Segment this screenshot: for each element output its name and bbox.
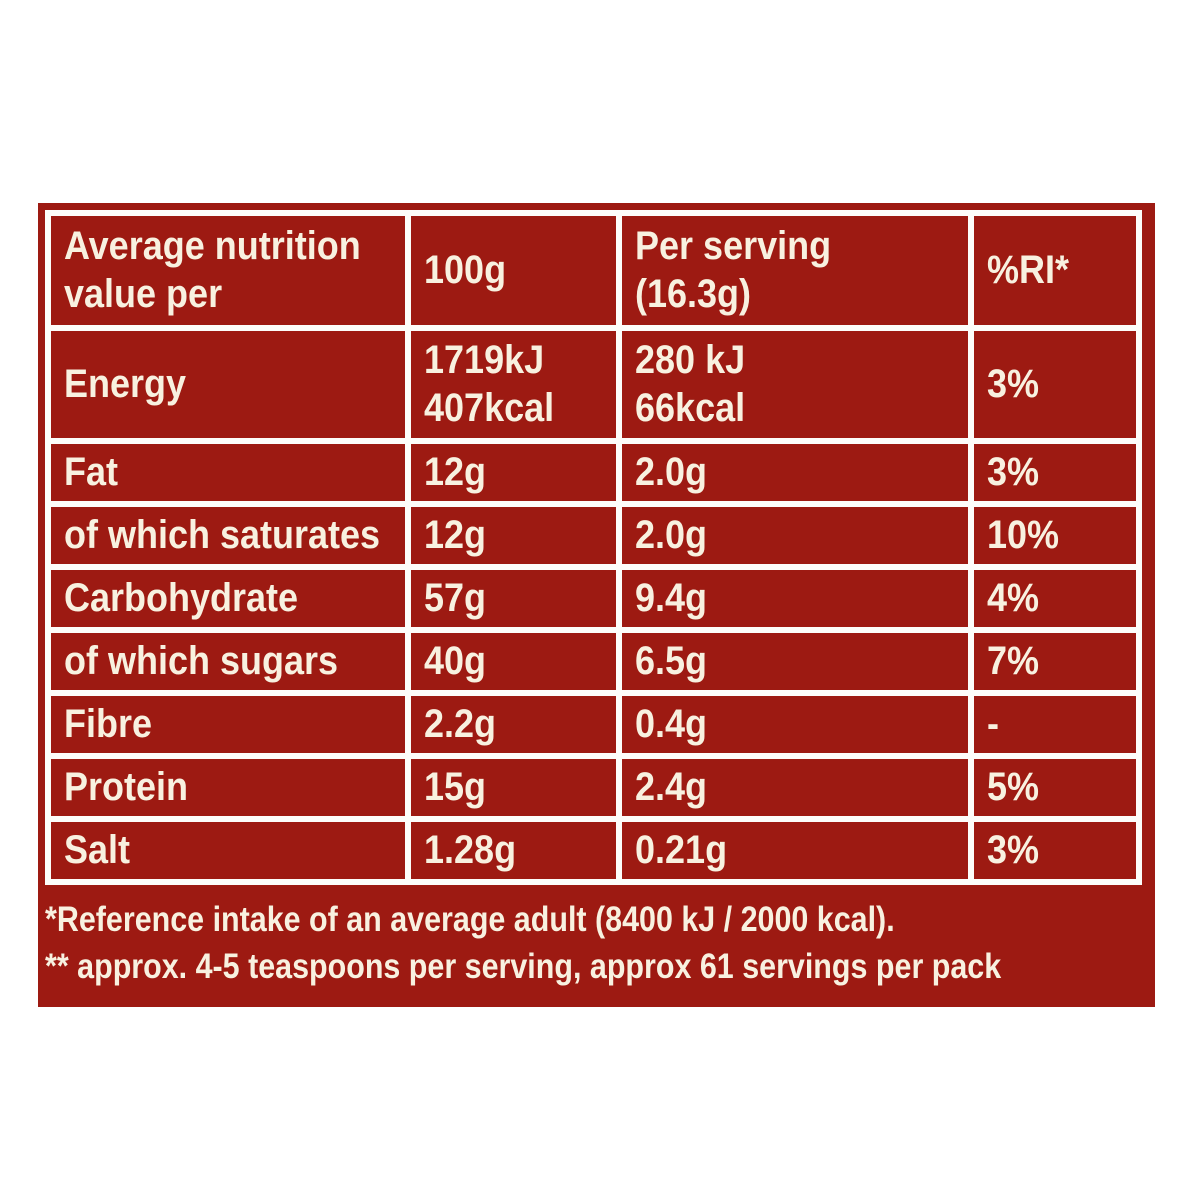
value-100g-cell: 12g	[411, 507, 616, 564]
value-ri: 4%	[987, 575, 1040, 620]
value-100g: 1719kJ 407kcal	[424, 338, 555, 430]
nutrient-label: of which saturates	[64, 512, 381, 557]
value-100g-cell: 1.28g	[411, 822, 616, 879]
value-serving-cell: 6.5g	[622, 633, 968, 690]
value-serving-cell: 2.0g	[622, 444, 968, 501]
value-100g: 57g	[424, 575, 487, 620]
nutrient-label: of which sugars	[64, 638, 339, 683]
header-average-nutrition-cell: Average nutrition value per	[51, 216, 405, 325]
value-serving-cell: 9.4g	[622, 570, 968, 627]
value-ri-cell: 3%	[974, 331, 1136, 438]
value-100g-cell: 1719kJ 407kcal	[411, 331, 616, 438]
value-ri-cell: 4%	[974, 570, 1136, 627]
nutrient-label-cell: of which sugars	[51, 633, 405, 690]
header-per-serving-cell: Per serving (16.3g)	[622, 216, 968, 325]
header-ri-label: %RI*	[987, 247, 1070, 292]
nutrient-label-cell: Fibre	[51, 696, 405, 753]
value-ri: 3%	[987, 827, 1040, 872]
value-100g: 15g	[424, 764, 487, 809]
value-serving-cell: 2.4g	[622, 759, 968, 816]
nutrient-label-cell: Carbohydrate	[51, 570, 405, 627]
nutrition-label-panel: Average nutrition value per 100g Per ser…	[38, 203, 1155, 1007]
value-serving: 6.5g	[635, 638, 708, 683]
footnote-servings-per-pack: ** approx. 4-5 teaspoons per serving, ap…	[45, 946, 1002, 986]
value-serving-cell: 0.4g	[622, 696, 968, 753]
nutrient-label: Carbohydrate	[64, 575, 299, 620]
value-serving: 0.21g	[635, 827, 728, 872]
value-100g: 12g	[424, 512, 487, 557]
nutrient-label-cell: Protein	[51, 759, 405, 816]
value-100g-cell: 2.2g	[411, 696, 616, 753]
nutrient-label: Fibre	[64, 701, 153, 746]
nutrient-label-cell: of which saturates	[51, 507, 405, 564]
value-100g-cell: 40g	[411, 633, 616, 690]
value-100g-cell: 15g	[411, 759, 616, 816]
footnotes: *Reference intake of an average adult (8…	[45, 897, 1142, 991]
value-ri: -	[987, 701, 999, 746]
value-ri-cell: 7%	[974, 633, 1136, 690]
value-serving: 9.4g	[635, 575, 708, 620]
value-100g-cell: 57g	[411, 570, 616, 627]
value-ri: 7%	[987, 638, 1040, 683]
value-serving: 280 kJ 66kcal	[635, 338, 746, 430]
value-100g: 2.2g	[424, 701, 497, 746]
value-ri-cell: 3%	[974, 822, 1136, 879]
nutrient-label-cell: Fat	[51, 444, 405, 501]
nutrient-label: Energy	[64, 361, 187, 406]
value-serving: 2.0g	[635, 449, 708, 494]
nutrition-table: Average nutrition value per 100g Per ser…	[45, 210, 1142, 885]
nutrient-label: Protein	[64, 764, 189, 809]
value-100g: 1.28g	[424, 827, 517, 872]
header-per-serving-label: Per serving (16.3g)	[635, 224, 832, 316]
value-serving: 2.4g	[635, 764, 708, 809]
value-ri: 3%	[987, 449, 1040, 494]
value-serving: 0.4g	[635, 701, 708, 746]
value-ri: 3%	[987, 361, 1040, 406]
nutrient-label: Salt	[64, 827, 131, 872]
value-100g-cell: 12g	[411, 444, 616, 501]
value-serving-cell: 0.21g	[622, 822, 968, 879]
nutrient-label-cell: Energy	[51, 331, 405, 438]
value-100g: 40g	[424, 638, 487, 683]
header-100g-label: 100g	[424, 247, 507, 292]
nutrient-label: Fat	[64, 449, 118, 494]
header-ri-cell: %RI*	[974, 216, 1136, 325]
value-serving-cell: 280 kJ 66kcal	[622, 331, 968, 438]
value-ri: 10%	[987, 512, 1060, 557]
value-ri-cell: 5%	[974, 759, 1136, 816]
value-ri-cell: 3%	[974, 444, 1136, 501]
value-ri-cell: -	[974, 696, 1136, 753]
value-serving: 2.0g	[635, 512, 708, 557]
value-ri: 5%	[987, 764, 1040, 809]
footnote-reference-intake: *Reference intake of an average adult (8…	[45, 900, 895, 939]
header-100g-cell: 100g	[411, 216, 616, 325]
value-100g: 12g	[424, 449, 487, 494]
value-serving-cell: 2.0g	[622, 507, 968, 564]
value-ri-cell: 10%	[974, 507, 1136, 564]
header-average-nutrition-label: Average nutrition value per	[64, 224, 361, 316]
nutrient-label-cell: Salt	[51, 822, 405, 879]
